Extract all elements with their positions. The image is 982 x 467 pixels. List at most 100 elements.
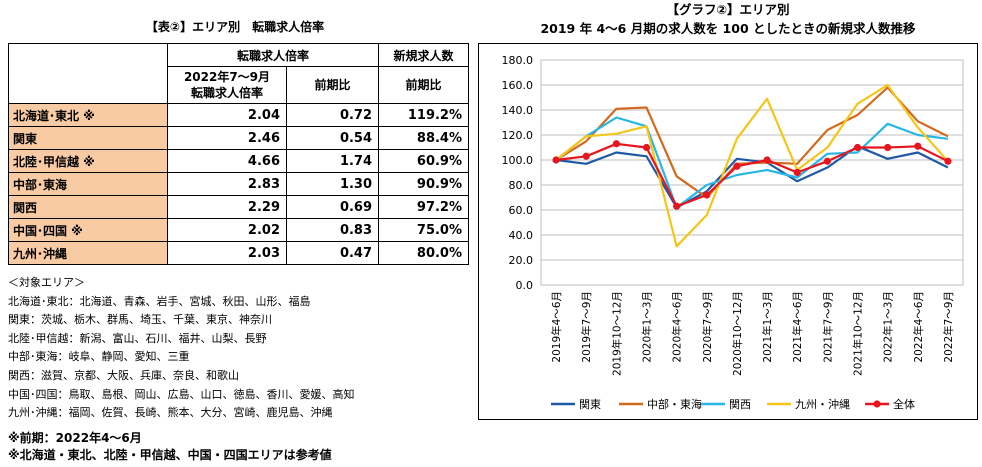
series-point — [733, 162, 741, 170]
x-tick-label: 2020年7～9月 — [701, 291, 714, 363]
y-tick-label: 140.0 — [502, 104, 534, 117]
prev-cell: 0.54 — [285, 126, 380, 150]
series-point — [884, 143, 892, 152]
table-row: 九州･沖縄 2.03 0.47 80.0% — [8, 241, 470, 265]
y-tick-label: 160.0 — [502, 79, 534, 92]
legend-label: 中部・東海 — [647, 397, 702, 411]
x-tick-label: 2021年1～3月 — [761, 291, 774, 363]
table-row: 関東 2.46 0.54 88.4% — [8, 126, 470, 150]
area-note-line: 中国･四国：鳥取、島根、岡山、広島、山口、徳島、香川、愛媛、高知 — [8, 387, 355, 401]
legend-label: 関東 — [579, 398, 601, 411]
y-tick-label: 20.0 — [509, 254, 534, 267]
chart-title-line1: 【グラフ②】エリア別 — [666, 2, 790, 17]
series-point — [703, 191, 711, 199]
table-title: 【表②】エリア別 転職求人倍率 — [145, 20, 325, 34]
x-tick-label: 2021年10～12月 — [852, 291, 865, 376]
line-chart: 0.0 20.0 40.0 60.0 80.0 100.0 120.0 140.0 160.0 1… — [502, 54, 964, 411]
series-point — [612, 140, 620, 148]
ratio-cell: 4.66 — [167, 149, 287, 173]
area-cell: 北海道･東北 ※ — [8, 103, 168, 127]
area-note-heading: ＜対象エリア＞ — [8, 276, 85, 289]
jobs-ratio-table: 転職求人倍率 新規求人数 2022年7～9月 転職求人倍率 前期比 前期比 北海… — [8, 43, 470, 265]
new-cell: 75.0% — [378, 218, 470, 242]
series-line — [555, 142, 949, 208]
chart-title-line2: 2019 年 4～6 月期の求人数を 100 としたときの新規求人数推移 — [540, 21, 916, 36]
subheader-new-prev: 前期比 — [378, 66, 470, 104]
table-panel: 【表②】エリア別 転職求人倍率 転職求人倍率 新規求人数 2022年7～9月 転… — [0, 0, 470, 467]
prev-cell: 1.74 — [285, 149, 380, 173]
series-point — [823, 157, 831, 165]
table-subheader-row: 2022年7～9月 転職求人倍率 前期比 前期比 — [9, 66, 470, 104]
footnote-prev-period: ※前期：2022年4～6月 — [8, 431, 142, 445]
x-tick-label: 2021年4～6月 — [791, 291, 804, 363]
table-row: 中部･東海 2.83 1.30 90.9% — [8, 172, 470, 196]
series-point — [673, 202, 681, 210]
x-tick-label: 2019年7～9月 — [580, 291, 593, 363]
y-tick-label: 80.0 — [509, 179, 534, 192]
legend-label: 関西 — [729, 398, 751, 411]
footnote-reference: ※北海道・東北、北陸・甲信越、中国・四国エリアは参考値 — [8, 448, 332, 462]
table-row: 中国･四国 ※ 2.02 0.83 75.0% — [8, 218, 470, 242]
new-cell: 97.2% — [378, 195, 470, 219]
footnotes: ※前期：2022年4～6月 ※北海道・東北、北陸・甲信越、中国・四国エリアは参考… — [8, 430, 332, 464]
area-note: ＜対象エリア＞ 北海道･東北：北海道、青森、岩手、宮城、秋田、山形、福島 関東：… — [8, 274, 468, 423]
header-new: 新規求人数 — [378, 43, 470, 67]
area-note-line: 中部･東海：岐阜、静岡、愛知、三重 — [8, 350, 190, 364]
table-corner-cell — [8, 43, 168, 104]
new-cell: 90.9% — [378, 172, 470, 196]
area-note-line: 九州･沖縄：福岡、佐賀、長崎、熊本、大分、宮崎、鹿児島、沖縄 — [8, 406, 333, 420]
area-cell: 中国･四国 ※ — [8, 218, 168, 242]
series-point — [582, 152, 590, 160]
series-point — [944, 157, 952, 165]
x-tick-label: 2019年4～6月 — [550, 291, 563, 363]
area-note-line: 北海道･東北：北海道、青森、岩手、宮城、秋田、山形、福島 — [8, 294, 311, 308]
series-point — [853, 143, 862, 152]
ratio-cell: 2.46 — [167, 126, 287, 150]
new-cell: 60.9% — [378, 149, 470, 173]
area-cell: 関東 — [8, 126, 168, 150]
series-point — [642, 143, 651, 152]
ratio-cell: 2.83 — [167, 172, 287, 196]
new-cell: 80.0% — [378, 241, 470, 265]
area-cell: 関西 — [8, 195, 168, 219]
x-tick-label: 2022年1～3月 — [882, 291, 895, 363]
series-line — [555, 116, 949, 209]
prev-cell: 0.47 — [285, 241, 380, 265]
y-tick-label: 120.0 — [502, 129, 534, 142]
area-note-line: 北陸･甲信越：新潟、富山、石川、福井、山梨、長野 — [8, 331, 267, 345]
prev-cell: 0.83 — [285, 218, 380, 242]
x-tick-label: 2022年4～6月 — [912, 291, 925, 363]
chart-title: 【グラフ②】エリア別 2019 年 4～6 月期の求人数を 100 としたときの… — [478, 0, 978, 38]
table-row: 関西 2.29 0.69 97.2% — [8, 195, 470, 219]
series-point — [763, 156, 771, 164]
x-tick-label: 2020年10～12月 — [731, 291, 744, 376]
new-cell: 119.2% — [378, 103, 470, 127]
legend-label: 九州・沖縄 — [795, 397, 850, 411]
x-tick-label: 2022年7～9月 — [942, 291, 955, 363]
prev-cell: 0.69 — [285, 195, 380, 219]
table-header-row: 転職求人倍率 新規求人数 — [8, 43, 470, 104]
ratio-cell: 2.03 — [167, 241, 287, 265]
legend-label: 全体 — [893, 397, 915, 411]
series-line — [555, 83, 949, 248]
legend-marker — [873, 400, 881, 408]
y-tick-label: 40.0 — [509, 229, 534, 242]
area-cell: 北陸･甲信越 ※ — [8, 149, 168, 173]
ratio-cell: 2.02 — [167, 218, 287, 242]
area-note-line: 関西：滋賀、京都、大阪、兵庫、奈良、和歌山 — [8, 368, 239, 382]
table-row: 北海道･東北 ※ 2.04 0.72 119.2% — [8, 103, 470, 127]
series-point — [914, 142, 922, 150]
header-ratio: 転職求人倍率 — [166, 43, 380, 67]
area-note-line: 関東：茨城、栃木、群馬、埼玉、千葉、東京、神奈川 — [8, 313, 272, 327]
chart-frame: 0.0 20.0 40.0 60.0 80.0 100.0 120.0 140.0 160.0 1… — [478, 43, 978, 420]
y-tick-label: 0.0 — [516, 279, 534, 292]
prev-cell: 0.72 — [285, 103, 380, 127]
x-tick-label: 2021年7～9月 — [821, 291, 834, 363]
ratio-cell: 2.29 — [167, 195, 287, 219]
x-tick-label: 2020年1～3月 — [641, 291, 654, 363]
subheader-prev: 前期比 — [285, 66, 380, 104]
new-cell: 88.4% — [378, 126, 470, 150]
area-cell: 九州･沖縄 — [8, 241, 168, 265]
area-cell: 中部･東海 — [8, 172, 168, 196]
subheader-current: 2022年7～9月 転職求人倍率 — [167, 66, 287, 104]
